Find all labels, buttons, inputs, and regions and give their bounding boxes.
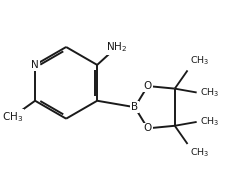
Text: CH$_3$: CH$_3$ <box>190 55 209 68</box>
Text: CH$_3$: CH$_3$ <box>2 110 23 124</box>
Text: O: O <box>144 81 152 91</box>
Text: N: N <box>31 60 39 70</box>
Text: O: O <box>144 123 152 133</box>
Text: NH$_2$: NH$_2$ <box>106 40 127 54</box>
Text: CH$_3$: CH$_3$ <box>200 115 220 128</box>
Text: B: B <box>131 102 138 112</box>
Text: CH$_3$: CH$_3$ <box>190 147 209 159</box>
Text: CH$_3$: CH$_3$ <box>200 87 220 99</box>
